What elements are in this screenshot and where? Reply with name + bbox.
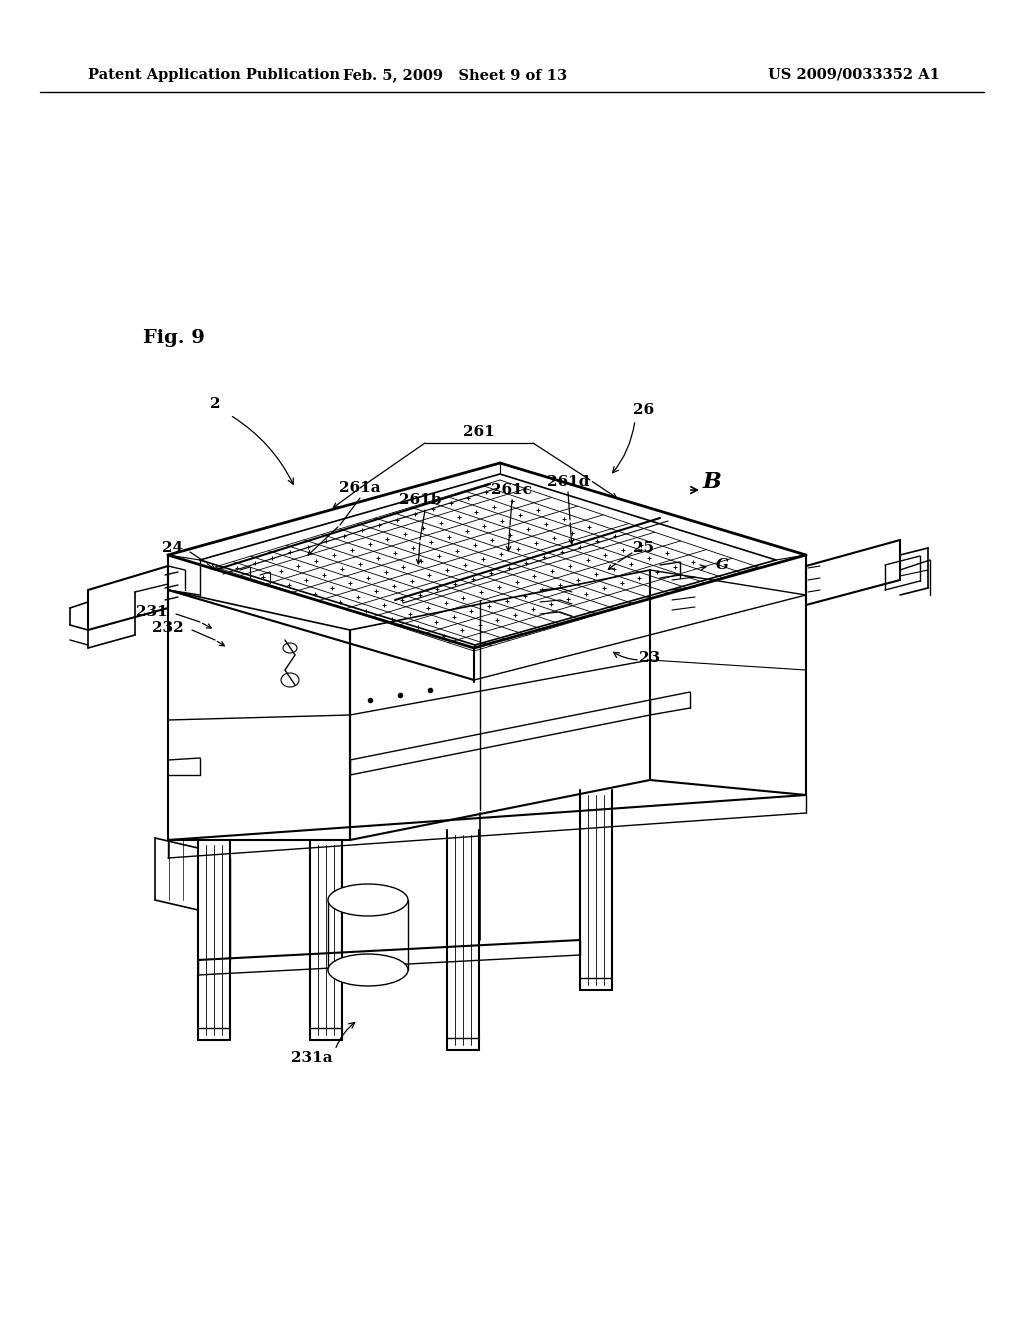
Ellipse shape	[328, 954, 408, 986]
Text: 261: 261	[463, 425, 495, 440]
Text: 24: 24	[163, 541, 183, 554]
Text: 261a: 261a	[339, 480, 381, 495]
Text: US 2009/0033352 A1: US 2009/0033352 A1	[768, 69, 940, 82]
Ellipse shape	[281, 673, 299, 686]
Text: 261d: 261d	[547, 475, 589, 488]
Text: 232: 232	[153, 620, 184, 635]
Text: B: B	[702, 471, 721, 492]
Text: Patent Application Publication: Patent Application Publication	[88, 69, 340, 82]
Ellipse shape	[283, 643, 297, 653]
Text: 2: 2	[210, 397, 220, 411]
Text: Feb. 5, 2009   Sheet 9 of 13: Feb. 5, 2009 Sheet 9 of 13	[343, 69, 567, 82]
Text: 231a: 231a	[291, 1051, 333, 1065]
Text: 26: 26	[634, 403, 654, 417]
Ellipse shape	[328, 884, 408, 916]
Text: 231: 231	[136, 605, 168, 619]
Text: 261c: 261c	[492, 483, 532, 498]
Text: Fig. 9: Fig. 9	[143, 329, 205, 347]
Text: 25: 25	[634, 541, 654, 554]
Text: G: G	[716, 558, 728, 572]
Text: 23: 23	[639, 651, 660, 665]
Text: 261b: 261b	[398, 492, 441, 507]
